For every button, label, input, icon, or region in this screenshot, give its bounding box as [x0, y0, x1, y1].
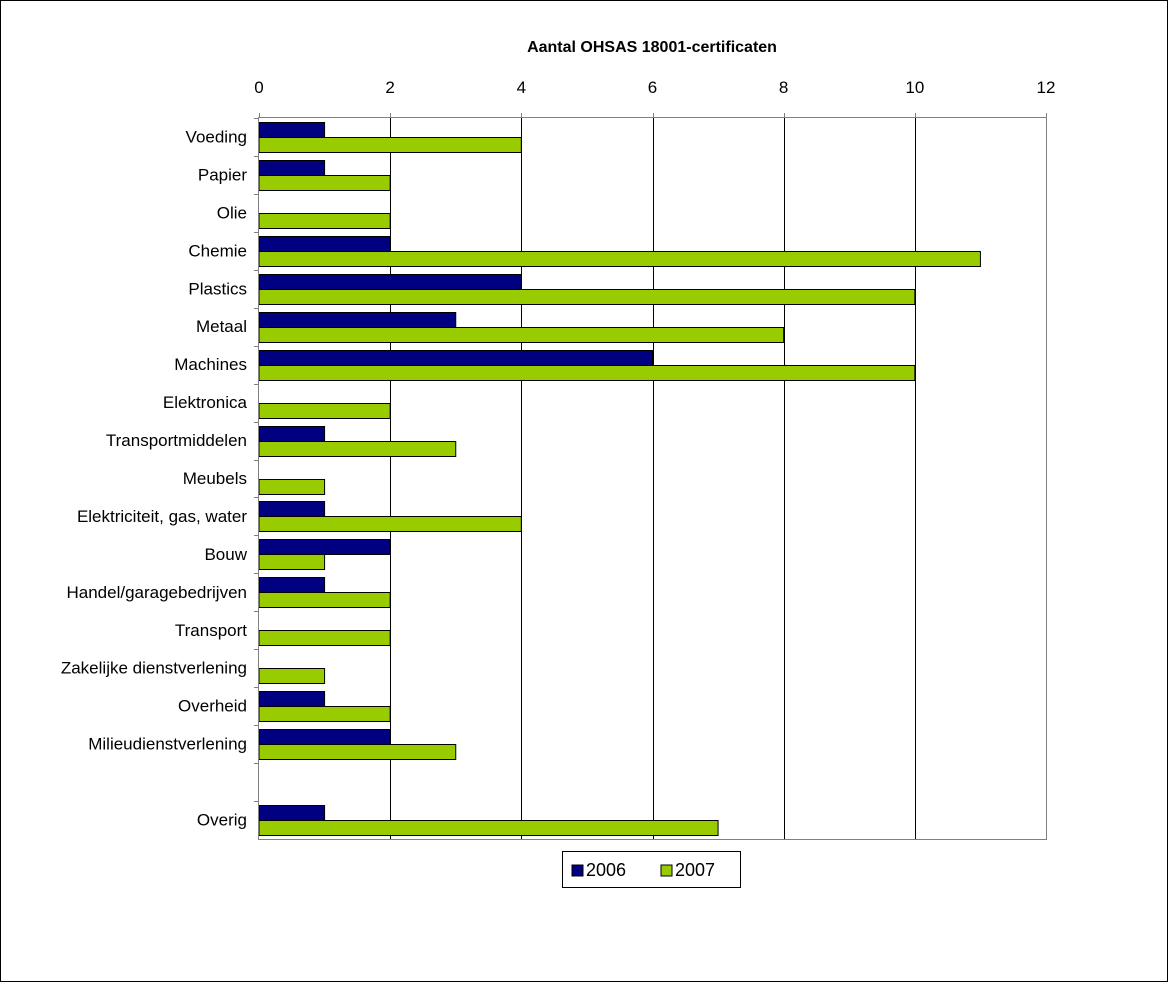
bar-2006 — [258, 691, 326, 707]
category-label: Milieudienstverlening — [88, 735, 247, 754]
legend-swatch-2006 — [571, 864, 584, 877]
category-label: Overheid — [178, 697, 247, 716]
bar-2006 — [258, 312, 457, 328]
x-axis-ticks: 0 2 4 6 8 10 12 — [254, 78, 1055, 118]
category-label: Transport — [175, 621, 247, 640]
category-labels: Voeding Papier Olie Chemie Plastics Metaal Mac… — [61, 118, 259, 830]
category-label: Overig — [197, 811, 247, 830]
category-label: Elektronica — [163, 393, 248, 412]
category-label: Zakelijke dienstverlening — [61, 659, 247, 678]
legend-label-2006: 2006 — [586, 860, 626, 880]
category-label: Chemie — [188, 241, 247, 260]
bar-2007 — [258, 554, 326, 570]
category-label: Meubels — [183, 469, 247, 488]
x-tick-label: 4 — [517, 78, 526, 97]
category-label: Voeding — [186, 127, 247, 146]
category-label: Transportmiddelen — [106, 431, 247, 450]
category-label: Elektriciteit, gas, water — [77, 507, 247, 526]
bar-2006 — [258, 426, 326, 442]
x-tick-label: 10 — [905, 78, 924, 97]
bar-2006 — [258, 274, 522, 290]
bar-2007 — [258, 516, 522, 532]
bar-2007 — [258, 630, 391, 646]
bar-2006 — [258, 236, 391, 252]
bar-2007 — [258, 820, 719, 836]
bar-2007 — [258, 137, 522, 153]
bar-2007 — [258, 441, 457, 457]
legend: 2006 2007 — [562, 851, 741, 888]
bar-2006 — [258, 805, 326, 821]
bar-2007 — [258, 213, 391, 229]
bar-2006 — [258, 350, 653, 366]
bar-2006 — [258, 577, 326, 593]
category-label: Plastics — [188, 279, 247, 298]
bar-2007 — [258, 251, 981, 267]
bar-2007 — [258, 668, 326, 684]
bar-2007 — [258, 592, 391, 608]
category-label: Machines — [174, 355, 247, 374]
bar-2007 — [258, 403, 391, 419]
x-tick-label: 6 — [648, 78, 657, 97]
category-label: Metaal — [196, 317, 247, 336]
category-label: Olie — [217, 203, 247, 222]
bar-2007 — [258, 327, 785, 343]
x-tick-label: 12 — [1037, 78, 1056, 97]
bar-2006 — [258, 160, 326, 176]
bar-2007 — [258, 706, 391, 722]
bar-2006 — [258, 539, 391, 555]
x-tick-label: 0 — [254, 78, 263, 97]
category-label: Papier — [198, 165, 247, 184]
bar-2007 — [258, 744, 457, 760]
bar-2007 — [258, 289, 916, 305]
bar-2006 — [258, 729, 391, 745]
bar-2007 — [258, 479, 326, 495]
category-label: Bouw — [204, 545, 247, 564]
bar-2007 — [258, 175, 391, 191]
legend-label-2007: 2007 — [675, 860, 715, 880]
x-tick-label: 8 — [779, 78, 788, 97]
bar-2006 — [258, 501, 326, 517]
bar-2006 — [258, 122, 326, 138]
chart-title: Aantal OHSAS 18001-certificaten — [527, 39, 777, 56]
legend-box — [562, 851, 741, 888]
category-label: Handel/garagebedrijven — [66, 583, 247, 602]
legend-swatch-2007 — [660, 864, 673, 877]
x-tick-label: 2 — [385, 78, 394, 97]
bar-2007 — [258, 365, 916, 381]
plot-area-border — [258, 117, 1047, 840]
